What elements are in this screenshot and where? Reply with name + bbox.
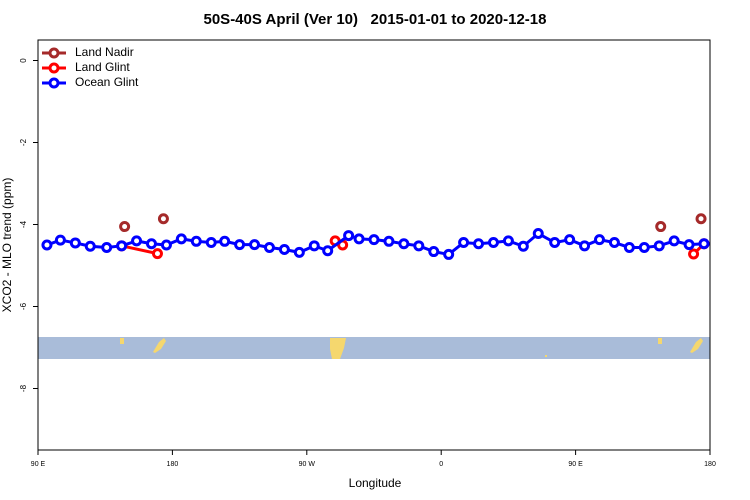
data-point <box>473 238 485 250</box>
legend-marker <box>48 62 60 74</box>
data-point <box>234 239 246 251</box>
y-axis-label: XCO2 - MLO trend (ppm) <box>0 178 14 313</box>
data-point <box>655 221 667 233</box>
data-point <box>383 235 395 247</box>
y-tick-label: 0 <box>19 58 28 63</box>
data-point <box>116 240 128 252</box>
data-point <box>688 248 700 260</box>
data-point <box>683 239 695 251</box>
legend-label: Land Glint <box>75 60 130 74</box>
data-point <box>293 246 305 258</box>
data-point <box>413 240 425 252</box>
data-point <box>517 240 529 252</box>
data-point <box>668 235 680 247</box>
data-point <box>458 237 470 249</box>
data-point <box>69 237 81 249</box>
data-point <box>190 235 202 247</box>
data-point <box>219 235 231 247</box>
data-point <box>119 221 131 233</box>
data-point <box>151 248 163 260</box>
data-point <box>263 241 275 253</box>
data-point <box>593 234 605 246</box>
x-tick-label: 90 E <box>31 461 46 468</box>
data-point <box>564 234 576 246</box>
data-point <box>278 244 290 256</box>
legend-marker <box>48 47 60 59</box>
map-strip <box>38 337 710 359</box>
data-point <box>131 235 143 247</box>
legend-label: Ocean Glint <box>75 75 139 89</box>
data-point <box>608 237 620 249</box>
data-point <box>398 238 410 250</box>
x-tick-label: 180 <box>167 461 179 468</box>
data-point <box>205 237 217 249</box>
x-tick-label: 180 <box>704 461 716 468</box>
x-tick-label: 0 <box>439 461 443 468</box>
legend-label: Land Nadir <box>75 45 134 59</box>
data-point <box>322 245 334 257</box>
y-tick-label: -2 <box>19 138 28 146</box>
data-point <box>653 240 665 252</box>
data-point <box>532 228 544 240</box>
data-point <box>249 239 261 251</box>
y-tick-label: -6 <box>19 302 28 310</box>
x-tick-label: 90 E <box>568 461 583 468</box>
x-axis-label: Longitude <box>349 476 402 490</box>
chart-title: 50S-40S April (Ver 10) 2015-01-01 to 202… <box>204 11 547 28</box>
data-point <box>84 240 96 252</box>
data-point <box>443 248 455 260</box>
data-point <box>157 213 169 225</box>
plot-frame <box>37 39 711 451</box>
data-point <box>101 241 113 253</box>
data-point <box>623 241 635 253</box>
data-point <box>145 238 157 250</box>
data-point <box>353 233 365 245</box>
data-point <box>343 230 355 242</box>
data-point <box>54 234 66 246</box>
data-point <box>549 237 561 249</box>
data-point <box>579 240 591 252</box>
ocean-band <box>38 337 710 359</box>
y-tick-label: -4 <box>19 220 28 228</box>
data-point <box>638 241 650 253</box>
data-point <box>308 240 320 252</box>
data-point <box>487 237 499 249</box>
data-point <box>428 246 440 258</box>
y-tick-label: -8 <box>19 384 28 392</box>
data-point <box>698 238 710 250</box>
legend-marker <box>48 77 60 89</box>
data-point <box>695 213 707 225</box>
data-point <box>41 239 53 251</box>
data-point <box>368 234 380 246</box>
data-point <box>502 235 514 247</box>
x-tick-label: 90 W <box>299 461 316 468</box>
data-point <box>175 233 187 245</box>
data-point <box>160 239 172 251</box>
